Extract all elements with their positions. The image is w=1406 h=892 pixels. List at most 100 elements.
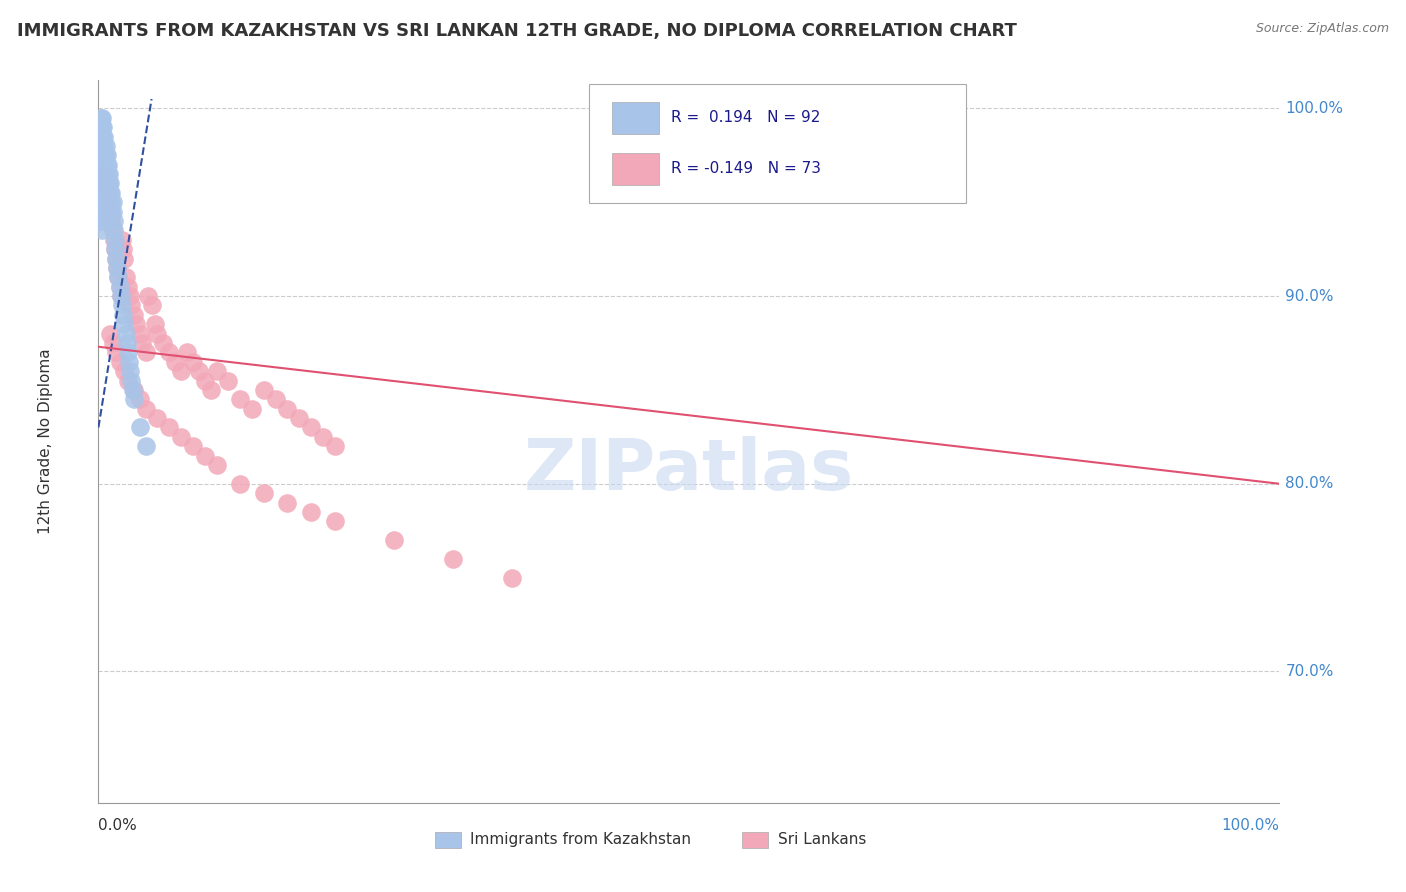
Point [91,139,114,153]
FancyBboxPatch shape [434,831,461,847]
Text: 100.0%: 100.0% [1222,818,1279,833]
Point [105,252,128,266]
Point [93,167,115,181]
Point [118,355,141,369]
Point [90,195,112,210]
Point [194,374,217,388]
Point [120,289,142,303]
Point [111,298,134,312]
Point [98,186,121,200]
Point [121,383,143,397]
Point [98,177,121,191]
Point [136,289,159,303]
Point [94,167,117,181]
Point [108,279,131,293]
Point [128,420,150,434]
Point [187,364,209,378]
Point [125,318,148,332]
Point [117,345,139,359]
Point [90,186,112,200]
Point [101,204,124,219]
Point [107,270,129,285]
Point [91,129,114,144]
Text: Source: ZipAtlas.com: Source: ZipAtlas.com [1256,22,1389,36]
Point [165,355,187,369]
Text: Immigrants from Kazakhstan: Immigrants from Kazakhstan [471,832,692,847]
Point [90,177,112,191]
Point [205,364,228,378]
Text: 100.0%: 100.0% [1285,101,1343,116]
Point [98,204,121,219]
Point [101,195,124,210]
Point [91,148,114,162]
Point [194,449,217,463]
Point [90,129,112,144]
Point [91,120,114,135]
Text: Sri Lankans: Sri Lankans [778,832,866,847]
Point [90,148,112,162]
Point [141,298,163,312]
Point [94,177,117,191]
Point [90,204,112,219]
Point [229,476,252,491]
Point [103,223,125,237]
Point [89,139,111,153]
Point [121,298,143,312]
Point [96,177,118,191]
Text: 80.0%: 80.0% [1285,476,1334,491]
Point [170,364,193,378]
Point [200,383,222,397]
Point [91,148,114,162]
Point [93,186,115,200]
Point [98,195,121,210]
Point [100,195,122,210]
Point [103,214,125,228]
Point [94,186,117,200]
Point [91,139,114,153]
Point [94,158,117,172]
Point [112,364,135,378]
Point [98,195,121,210]
Point [104,233,127,247]
Point [146,326,169,341]
Point [121,374,143,388]
Point [104,242,127,256]
Point [117,279,139,293]
Point [96,177,118,191]
Point [89,129,111,144]
Point [264,392,287,407]
Point [98,326,121,341]
Point [97,167,120,181]
Point [299,505,322,519]
Text: IMMIGRANTS FROM KAZAKHSTAN VS SRI LANKAN 12TH GRADE, NO DIPLOMA CORRELATION CHAR: IMMIGRANTS FROM KAZAKHSTAN VS SRI LANKAN… [17,22,1017,40]
Point [91,186,114,200]
Point [97,186,120,200]
Point [96,148,118,162]
Point [97,158,120,172]
Point [93,177,115,191]
FancyBboxPatch shape [612,153,659,185]
Point [170,430,193,444]
Point [128,392,150,407]
Point [176,345,198,359]
Point [108,279,131,293]
Point [135,345,157,359]
Point [91,195,114,210]
Point [229,392,252,407]
Point [91,204,114,219]
Point [93,129,115,144]
Point [382,533,405,547]
Point [98,186,121,200]
Text: R = -0.149   N = 73: R = -0.149 N = 73 [671,161,821,176]
Point [181,439,204,453]
Point [217,374,239,388]
Point [276,495,298,509]
Point [157,345,180,359]
Point [89,120,111,135]
FancyBboxPatch shape [589,84,966,203]
Point [105,260,128,275]
Point [108,355,131,369]
Point [205,458,228,472]
Point [91,177,114,191]
Point [288,411,311,425]
